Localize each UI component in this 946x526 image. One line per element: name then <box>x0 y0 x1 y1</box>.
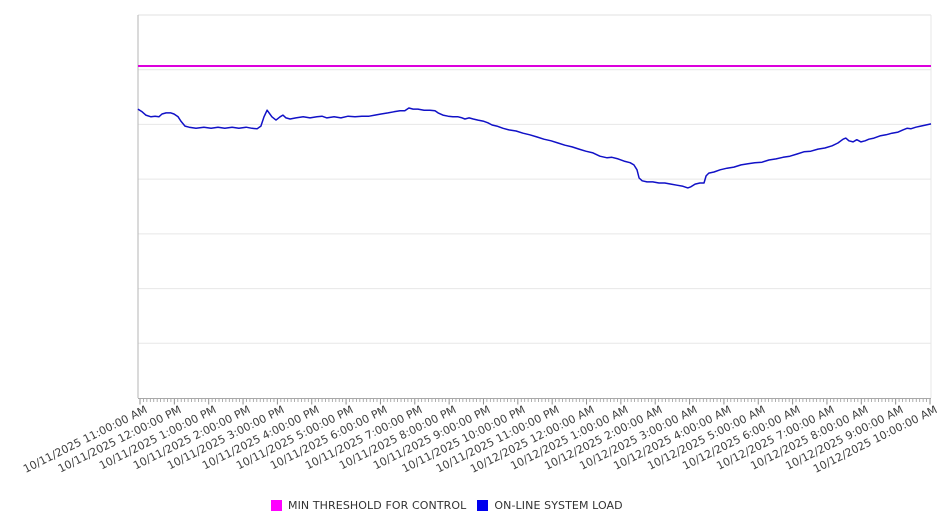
legend: MIN THRESHOLD FOR CONTROL ON-LINE SYSTEM… <box>271 499 623 512</box>
legend-label-min-threshold: MIN THRESHOLD FOR CONTROL <box>288 499 467 512</box>
legend-swatch-system-load-icon <box>477 500 489 511</box>
legend-label-system-load: ON-LINE SYSTEM LOAD <box>494 499 623 512</box>
legend-item-system-load[interactable]: ON-LINE SYSTEM LOAD <box>477 499 623 512</box>
legend-item-min-threshold[interactable]: MIN THRESHOLD FOR CONTROL <box>271 499 466 512</box>
system-load-line <box>137 107 932 189</box>
legend-swatch-min-threshold-icon <box>271 500 282 511</box>
